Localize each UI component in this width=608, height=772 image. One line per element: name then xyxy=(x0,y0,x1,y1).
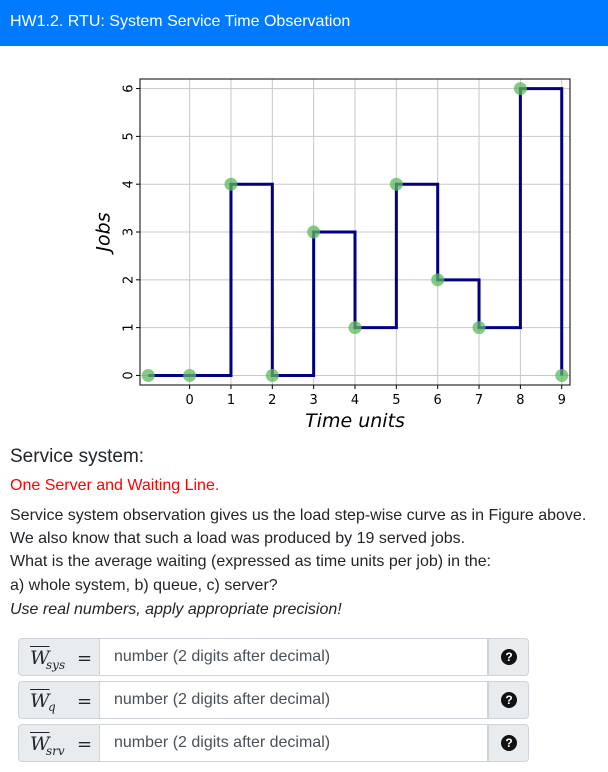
y-tick-label: 1 xyxy=(122,323,137,331)
wsrv-equals: = xyxy=(77,734,93,755)
wq-label: W q = xyxy=(18,681,100,719)
wq-equals: = xyxy=(77,691,93,712)
wsys-equals: = xyxy=(77,648,93,669)
question-subheading: One Server and Waiting Line. xyxy=(10,477,220,494)
wsys-subscript: sys xyxy=(46,658,66,672)
page-title: HW1.2. RTU: System Service Time Observat… xyxy=(10,13,351,30)
wsys-input[interactable] xyxy=(100,638,488,676)
question-circle-icon: ? xyxy=(501,692,517,708)
question-instruction: Use real numbers, apply appropriate prec… xyxy=(10,601,342,618)
wsrv-subscript: srv xyxy=(46,744,65,758)
x-tick-label: 7 xyxy=(475,393,483,408)
question-circle-icon: ? xyxy=(501,735,517,751)
x-tick-label: 5 xyxy=(392,393,400,408)
x-tick-label: 2 xyxy=(268,393,276,408)
observation-point xyxy=(348,321,362,335)
x-tick-label: 6 xyxy=(434,393,442,408)
y-axis-label: Jobs xyxy=(93,212,115,255)
x-tick-label: 1 xyxy=(227,393,235,408)
question-heading: Service system: xyxy=(10,446,145,467)
y-tick-label: 0 xyxy=(122,371,137,379)
wq-symbol: W xyxy=(30,690,50,712)
observation-point xyxy=(389,177,403,191)
question-line-1: Service system observation gives us the … xyxy=(10,507,587,524)
observation-point xyxy=(472,321,486,335)
wsys-help-button[interactable]: ? xyxy=(488,638,529,676)
observation-point xyxy=(307,225,321,239)
wsrv-input[interactable] xyxy=(100,724,488,762)
x-tick-label: 0 xyxy=(185,393,193,408)
wsrv-help-button[interactable]: ? xyxy=(488,724,529,762)
observation-point xyxy=(141,368,155,382)
wsrv-label: W srv = xyxy=(18,724,100,762)
wsys-label: W sys = xyxy=(18,638,100,676)
page-header: HW1.2. RTU: System Service Time Observat… xyxy=(0,0,608,46)
observation-point xyxy=(555,368,569,382)
load-step-line xyxy=(148,87,564,377)
wq-subscript: q xyxy=(48,700,56,714)
question-line-3: What is the average waiting (expressed a… xyxy=(10,553,492,570)
observation-point xyxy=(265,368,279,382)
observation-point xyxy=(513,82,527,96)
wsrv-symbol: W xyxy=(30,733,50,755)
observation-point xyxy=(183,368,197,382)
answer-row-wq: W q = ? xyxy=(18,681,529,719)
x-tick-label: 4 xyxy=(351,393,359,408)
y-tick-label: 6 xyxy=(122,84,137,92)
load-step-chart: 0 1 2 3 4 5 6 7 8 9 0 1 2 3 4 5 6 Time units Jobs xyxy=(93,78,571,432)
wq-help-button[interactable]: ? xyxy=(488,681,529,719)
x-tick-label: 9 xyxy=(558,393,566,408)
observation-point xyxy=(431,273,445,287)
wsys-symbol: W xyxy=(30,647,50,669)
question-circle-icon: ? xyxy=(501,649,517,665)
y-tick-label: 2 xyxy=(122,276,137,284)
answer-row-wsys: W sys = ? xyxy=(18,638,529,676)
question-line-4: a) whole system, b) queue, c) server? xyxy=(10,577,278,594)
x-tick-label: 8 xyxy=(516,393,524,408)
x-tick-label: 3 xyxy=(310,393,318,408)
y-tick-label: 3 xyxy=(122,228,137,236)
wq-input[interactable] xyxy=(100,681,488,719)
y-tick-label: 4 xyxy=(122,180,137,188)
answer-row-wsrv: W srv = ? xyxy=(18,724,529,762)
x-axis-label: Time units xyxy=(305,410,405,432)
question-line-2: We also know that such a load was produc… xyxy=(10,530,466,547)
y-tick-label: 5 xyxy=(122,132,137,140)
observation-point xyxy=(224,177,238,191)
